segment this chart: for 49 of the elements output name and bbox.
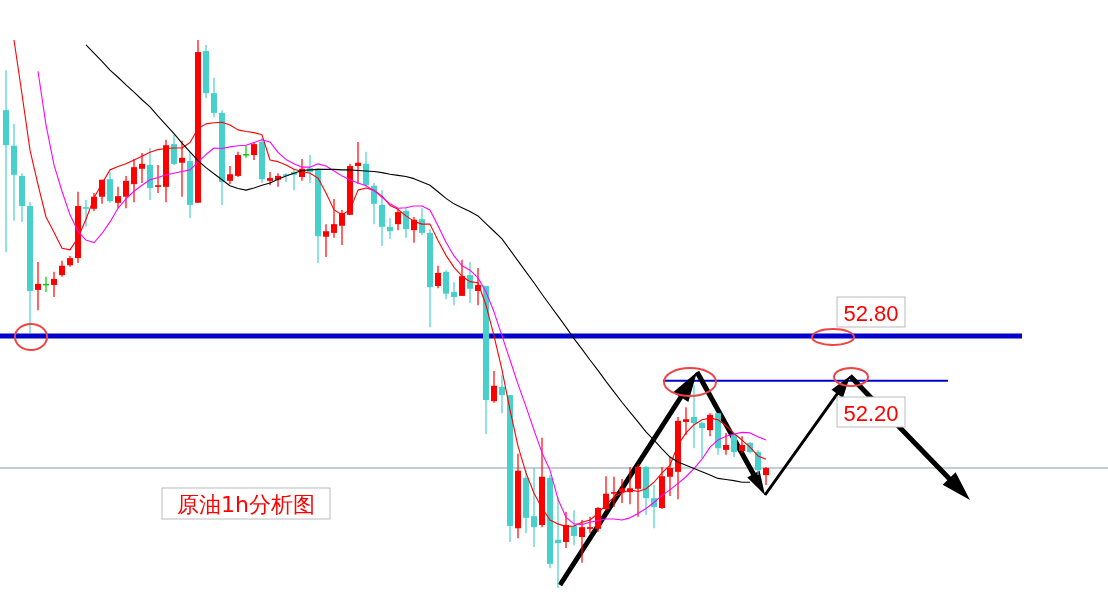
candlestick	[499, 374, 505, 414]
candlestick	[355, 141, 361, 185]
candlestick	[139, 152, 145, 184]
candlestick	[531, 467, 537, 548]
candlestick	[35, 261, 41, 311]
candlestick	[83, 199, 89, 228]
candlestick	[435, 265, 441, 289]
candlestick	[683, 406, 689, 436]
candlestick	[403, 207, 409, 239]
candlestick	[235, 151, 241, 178]
candlestick	[51, 271, 57, 298]
candlestick	[467, 261, 473, 304]
candlestick	[419, 207, 425, 236]
text: 原油1h分析图	[177, 492, 315, 517]
candlestick	[555, 496, 561, 589]
candlestick	[339, 209, 345, 246]
candlestick	[323, 223, 329, 258]
candlestick	[211, 77, 217, 118]
candlestick	[611, 476, 617, 508]
candlestick	[691, 384, 697, 449]
candlestick	[571, 509, 577, 546]
candlestick	[739, 435, 745, 454]
candlestick	[491, 370, 497, 404]
candlestick	[387, 217, 393, 240]
candlestick	[147, 147, 153, 201]
candlestick	[131, 158, 137, 203]
candlestick	[763, 466, 769, 486]
candlestick	[395, 208, 401, 231]
candlestick	[619, 478, 625, 504]
candlestick	[179, 140, 185, 198]
candlestick	[699, 421, 705, 459]
candlestick	[707, 412, 713, 437]
candlestick	[115, 186, 121, 209]
text: 52.20	[843, 401, 899, 426]
candlestick	[123, 175, 129, 209]
candlestick	[443, 269, 449, 300]
candlestick	[155, 164, 161, 194]
candlestick	[267, 171, 273, 186]
candlestick	[379, 189, 385, 247]
text: 52.80	[843, 301, 899, 326]
candlestick	[451, 281, 457, 306]
candlestick	[635, 463, 641, 518]
candlestick	[171, 134, 177, 166]
candlestick	[331, 198, 337, 239]
candlestick	[107, 171, 113, 204]
candlestick	[227, 165, 233, 185]
candlestick	[667, 456, 673, 497]
candlestick	[459, 259, 465, 297]
candlestick	[723, 432, 729, 456]
